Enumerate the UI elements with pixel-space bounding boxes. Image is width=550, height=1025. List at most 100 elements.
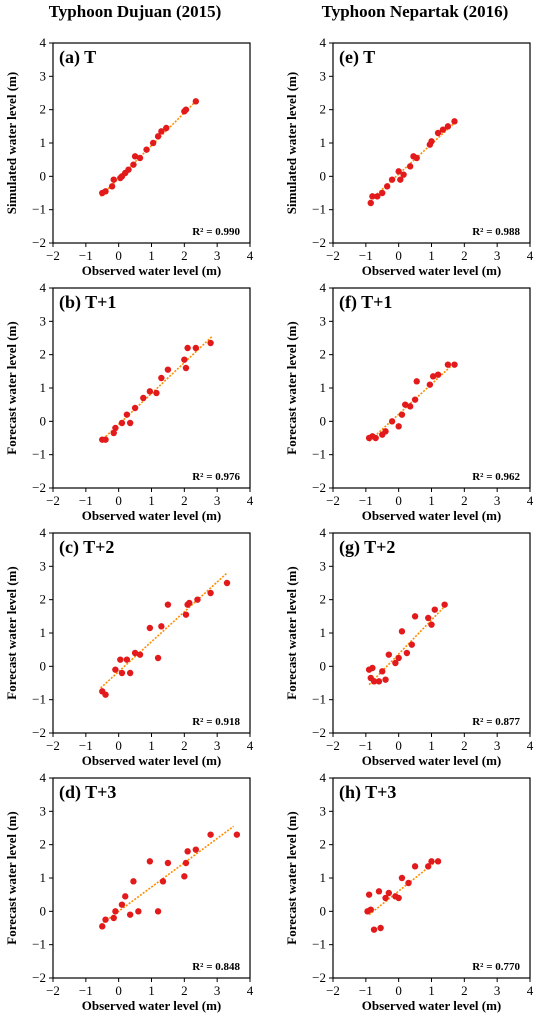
y-tick-label: 4	[40, 525, 47, 540]
y-tick-label: 2	[40, 837, 47, 852]
x-tick-label: −2	[326, 738, 340, 753]
y-tick-label: 4	[320, 35, 327, 50]
data-point	[154, 654, 162, 662]
data-point	[164, 859, 172, 867]
data-point	[112, 666, 119, 673]
x-tick-label: −1	[79, 248, 93, 263]
x-tick-label: 1	[148, 738, 155, 753]
scatter-panel: −2 −1 0 1 2 3 4 −2 −1 0 1 2 3 4 Observed water level (…	[0, 280, 260, 525]
data-point	[110, 176, 117, 183]
y-tick-label: 1	[40, 135, 47, 150]
data-point	[184, 344, 191, 352]
panel-label: (d) T+3	[59, 782, 116, 803]
x-tick-label: 0	[115, 493, 122, 508]
x-tick-label: 2	[181, 493, 188, 508]
scatter-plot: −2 −1 0 1 2 3 4 −2 −1 0 1 2 3 4 Observed water level (…	[284, 770, 534, 1013]
data-point	[159, 878, 167, 885]
data-point	[434, 858, 442, 865]
data-point	[146, 388, 154, 395]
data-point	[428, 858, 435, 865]
data-point	[439, 126, 447, 133]
y-tick-label: 2	[40, 592, 47, 607]
scatter-panel: −2 −1 0 1 2 3 4 −2 −1 0 1 2 3 4 Observed water level (…	[280, 770, 540, 1015]
scatter-plot: −2 −1 0 1 2 3 4 −2 −1 0 1 2 3 4 Observed water level (…	[4, 525, 254, 768]
data-point	[425, 863, 432, 870]
x-axis-label: Observed water level (m)	[362, 998, 501, 1013]
data-point	[207, 589, 214, 597]
y-tick-label: 1	[320, 380, 327, 395]
y-tick-label: −1	[32, 202, 46, 217]
data-point	[431, 606, 438, 613]
y-tick-label: 3	[320, 68, 327, 83]
column-title-nepartak: Typhoon Nepartak (2016)	[321, 2, 509, 21]
fit-line	[100, 825, 235, 926]
x-tick-label: 2	[461, 248, 468, 263]
x-tick-label: 1	[148, 493, 155, 508]
y-tick-label: 3	[40, 803, 47, 818]
plot-frame	[332, 532, 531, 734]
data-point	[367, 199, 374, 207]
data-point	[154, 908, 162, 915]
x-axis-label: Observed water level (m)	[82, 263, 221, 278]
x-tick-label: 0	[115, 983, 122, 998]
scatter-panel: −2 −1 0 1 2 3 4 −2 −1 0 1 2 3 4 Observed water level (…	[280, 280, 540, 525]
data-point	[146, 624, 154, 632]
x-tick-label: −1	[359, 738, 373, 753]
x-tick-label: −2	[46, 248, 60, 263]
plot-frame	[332, 777, 531, 979]
data-point	[413, 378, 420, 385]
y-tick-label: −2	[32, 970, 46, 985]
data-point	[207, 339, 214, 347]
x-tick-label: 0	[395, 738, 402, 753]
data-point	[379, 189, 386, 197]
x-tick-label: −2	[326, 248, 340, 263]
data-point	[444, 123, 452, 130]
y-tick-label: −1	[32, 937, 46, 952]
data-point	[377, 924, 384, 932]
y-tick-label: 4	[320, 525, 327, 540]
y-tick-label: 2	[40, 102, 47, 117]
y-tick-label: −1	[312, 447, 326, 462]
data-point	[398, 628, 406, 635]
x-tick-label: 0	[395, 248, 402, 263]
y-tick-label: 4	[320, 280, 327, 295]
data-point	[182, 611, 190, 618]
r-squared-label: R² = 0.988	[472, 226, 520, 238]
y-tick-label: 1	[320, 870, 327, 885]
data-point	[451, 361, 458, 368]
x-tick-label: −1	[359, 493, 373, 508]
y-tick-label: 4	[40, 35, 47, 50]
data-point	[192, 846, 200, 853]
y-tick-label: 4	[40, 770, 47, 785]
data-point	[411, 613, 419, 620]
data-point	[181, 356, 188, 363]
data-point	[143, 146, 150, 153]
data-point	[411, 396, 419, 403]
data-point	[125, 166, 132, 173]
data-point	[406, 163, 414, 170]
y-tick-label: −2	[312, 970, 326, 985]
x-tick-label: −1	[359, 248, 373, 263]
y-tick-label: 3	[40, 558, 47, 573]
y-tick-label: 2	[320, 837, 327, 852]
x-tick-label: −1	[79, 738, 93, 753]
data-point	[118, 901, 126, 908]
x-tick-label: 1	[428, 983, 435, 998]
panel-label: (a) T	[59, 47, 96, 68]
x-tick-label: 2	[181, 248, 188, 263]
y-tick-label: 0	[320, 413, 327, 428]
panel-label: (g) T+2	[339, 537, 395, 558]
data-point	[385, 651, 393, 658]
scatter-panel: −2 −1 0 1 2 3 4 −2 −1 0 1 2 3 4 Observed water level (…	[280, 525, 540, 770]
x-tick-label: 1	[428, 248, 435, 263]
x-tick-label: 2	[461, 738, 468, 753]
x-tick-label: 2	[461, 493, 468, 508]
y-tick-label: 4	[40, 280, 47, 295]
data-point	[451, 118, 458, 125]
y-tick-label: 3	[320, 803, 327, 818]
column-title-dujuan: Typhoon Dujuan (2015)	[48, 2, 222, 21]
data-point	[126, 419, 134, 427]
r-squared-label: R² = 0.877	[472, 716, 520, 728]
fit-line	[368, 362, 456, 442]
data-point	[411, 863, 419, 870]
